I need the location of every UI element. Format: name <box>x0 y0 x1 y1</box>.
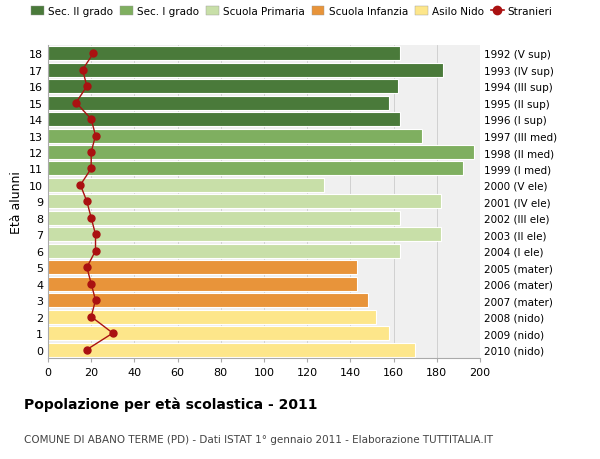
Text: COMUNE DI ABANO TERME (PD) - Dati ISTAT 1° gennaio 2011 - Elaborazione TUTTITALI: COMUNE DI ABANO TERME (PD) - Dati ISTAT … <box>24 434 493 444</box>
Text: Popolazione per età scolastica - 2011: Popolazione per età scolastica - 2011 <box>24 397 317 412</box>
Bar <box>48 129 422 143</box>
Bar <box>48 326 389 341</box>
Bar <box>48 212 400 225</box>
Bar <box>48 63 443 78</box>
Bar <box>48 80 398 94</box>
Bar <box>48 310 376 324</box>
Bar <box>48 261 357 274</box>
Bar <box>48 146 473 160</box>
Bar <box>48 162 463 176</box>
Y-axis label: Età alunni: Età alunni <box>10 171 23 233</box>
Bar <box>48 96 389 110</box>
Bar <box>48 244 400 258</box>
Bar <box>48 277 357 291</box>
Bar <box>48 113 400 127</box>
Bar <box>48 47 400 61</box>
Bar <box>48 179 325 192</box>
Bar <box>48 195 441 209</box>
Bar <box>48 228 441 242</box>
Bar <box>48 294 368 308</box>
Bar <box>48 343 415 357</box>
Legend: Sec. II grado, Sec. I grado, Scuola Primaria, Scuola Infanzia, Asilo Nido, Stran: Sec. II grado, Sec. I grado, Scuola Prim… <box>29 5 555 19</box>
